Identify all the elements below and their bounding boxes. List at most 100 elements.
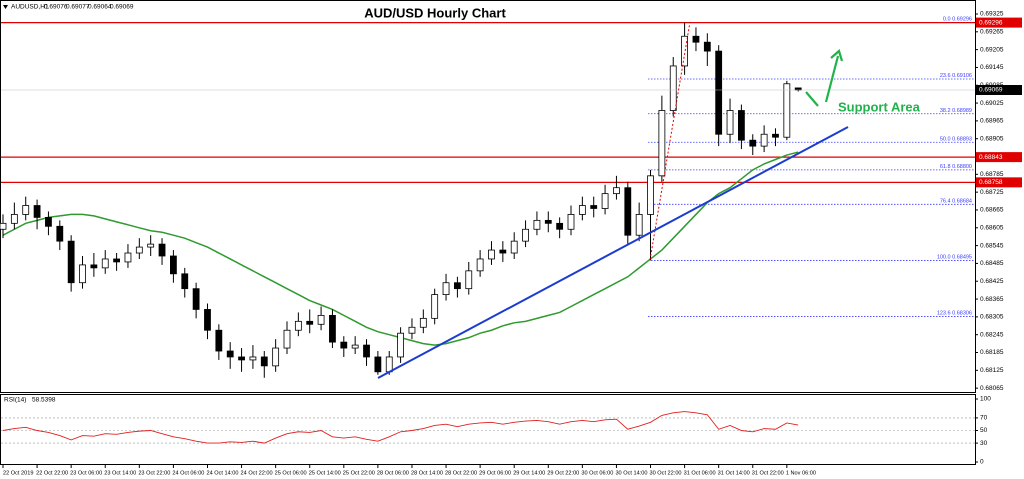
candle-body	[192, 288, 200, 310]
candle-body	[658, 110, 666, 177]
level-label-box	[976, 17, 1022, 28]
fib-ratio: 23.6	[940, 73, 951, 79]
candle-body	[283, 329, 291, 349]
header-open: 0.69076	[44, 4, 68, 11]
candle-body	[533, 219, 541, 230]
fib-label: 61.8 0.68800	[940, 164, 972, 170]
y-tick-label: 0.68305	[980, 314, 1004, 321]
candle-body	[0, 222, 7, 230]
y-tick-label: 0.68485	[980, 260, 1004, 267]
header-close: 0.69069	[110, 4, 134, 11]
candle-body	[397, 332, 405, 358]
x-tick-label: 25 Oct 22:00	[343, 470, 375, 476]
candle-body	[726, 110, 734, 135]
candle-body	[669, 65, 677, 111]
candle-body	[510, 240, 518, 254]
fib-label: 76.4 0.68684	[940, 199, 972, 205]
candle-body	[738, 110, 745, 141]
candle-body	[249, 356, 257, 361]
candle-body	[692, 35, 700, 43]
fib-label: 38.2 0.68989	[940, 108, 972, 114]
fib-ratio: 123.6	[937, 311, 951, 317]
candle-body	[703, 41, 711, 52]
level-label: 0.68843	[979, 154, 1003, 161]
candle-body	[465, 270, 473, 290]
y-tick-label: 0.69205	[980, 46, 1004, 53]
candle-body	[419, 317, 427, 328]
fib-price: 0.68684	[952, 199, 972, 205]
candle-body	[147, 243, 155, 248]
level-label-box	[976, 152, 1022, 163]
y-tick-label: 0.68545	[980, 242, 1004, 249]
candle-body	[169, 255, 177, 275]
candle-body	[749, 139, 757, 147]
candle-body	[294, 320, 302, 331]
candle-body	[408, 326, 416, 334]
fib-label: 123.6 0.68306	[937, 311, 972, 317]
candle-body	[794, 87, 802, 91]
y-tick-label: 0.68725	[980, 189, 1004, 196]
level-label: 0.68758	[979, 179, 1003, 186]
y-tick-label: 0.68785	[980, 171, 1004, 178]
x-tick-label: 24 Oct 22:00	[241, 470, 273, 476]
x-tick-label: 23 Oct 22:00	[138, 470, 170, 476]
symbol: AUDUSD,H1	[11, 4, 49, 11]
candle-body	[67, 240, 75, 284]
candle-body	[681, 35, 688, 67]
candle-body	[45, 216, 52, 227]
candle-body	[476, 258, 484, 272]
y-tick-label: 0.68125	[980, 367, 1004, 374]
y-tick-label: 0.69265	[980, 29, 1004, 36]
fib-ratio: 38.2	[940, 108, 951, 114]
rsi-label: RSI(14)	[4, 397, 26, 404]
candle-body	[90, 264, 98, 269]
fib-label: 0.0 0.69296	[943, 17, 972, 23]
candle-body	[488, 249, 495, 260]
arrow-stroke	[805, 91, 819, 107]
x-tick-label: 24 Oct 14:00	[206, 470, 238, 476]
candle-body	[101, 258, 109, 269]
rsi-panel-frame	[0, 394, 976, 465]
candle-body	[215, 329, 223, 352]
arrow-stroke	[824, 55, 840, 103]
candle-body	[238, 356, 245, 361]
rsi-tick-label: 100	[980, 396, 991, 403]
rsi-tick-label: 30	[980, 440, 988, 447]
rsi-tick-label: 50	[980, 427, 988, 434]
annotation: Support Area	[838, 99, 921, 114]
x-tick-label: 30 Oct 06:00	[581, 470, 613, 476]
x-tick-label: 22 Oct 2019	[3, 470, 33, 476]
level-label-box	[976, 177, 1022, 188]
fib-label: 23.6 0.69106	[940, 73, 972, 79]
y-tick-label: 0.69025	[980, 100, 1004, 107]
candle-body	[329, 314, 336, 343]
candle-body	[453, 282, 461, 290]
y-tick-label: 0.68425	[980, 278, 1004, 285]
fib-price: 0.69296	[952, 17, 972, 23]
main-panel-frame	[0, 0, 976, 393]
candle-body	[33, 205, 41, 218]
candle-body	[567, 214, 575, 230]
fib-price: 0.68306	[952, 311, 972, 317]
fib-price: 0.69106	[952, 73, 972, 79]
candle-body	[272, 347, 280, 367]
current-price-label: 0.69069	[979, 87, 1003, 94]
candle-body	[385, 356, 393, 373]
rsi-tick-label: 0	[980, 459, 984, 466]
candle-body	[181, 273, 189, 290]
candle-body	[113, 258, 120, 263]
y-tick-label: 0.68065	[980, 385, 1004, 392]
header-high: 0.69077	[66, 4, 90, 11]
candle-body	[317, 314, 325, 325]
fib-ratio: 100.0	[937, 255, 951, 261]
fib-price: 0.68989	[952, 108, 972, 114]
candle-body	[613, 187, 620, 195]
x-tick-label: 29 Oct 22:00	[547, 470, 579, 476]
candle-body	[772, 133, 779, 138]
candle-body	[556, 222, 564, 230]
x-tick-label: 1 Nov 06:00	[786, 470, 816, 476]
candle-body	[22, 205, 30, 215]
candle-body	[442, 282, 450, 296]
candle-body	[158, 243, 166, 257]
candle-body	[522, 228, 529, 242]
